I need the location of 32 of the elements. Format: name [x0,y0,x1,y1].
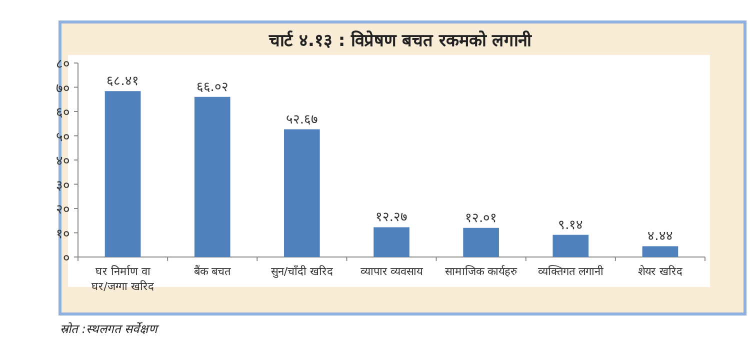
bar [552,234,589,257]
data-label: १२.०१ [465,210,498,226]
bar [642,246,678,257]
x-tick-label: व्यक्तिगत लगानी [538,265,604,278]
chart-title: चार्ट ४.१३ : विप्रेषण बचत रकमको लगानी [268,30,532,51]
y-tick-label: ० [63,251,70,266]
x-tick-label: शेयर खरिद [638,265,682,278]
bar [374,227,410,257]
data-label: ५२.६७ [286,112,318,128]
x-tick-label: सामाजिक कार्यहरु [444,265,518,278]
y-tick-label: ५० [56,130,70,145]
y-tick-label: ३० [56,178,70,194]
y-tick-label: ६० [56,106,70,120]
bar [463,228,499,257]
x-tick-label: घर निर्माण वा घर/जग्गा खरिद [92,265,154,293]
y-tick-label: ७० [56,81,70,96]
bar [194,96,230,257]
y-tick-label: २० [56,202,70,218]
x-tick-label: सुन/चाँदी खरिद [270,265,334,278]
data-label: ६८.४१ [106,74,139,90]
text: स्रोत :स्थलगत सर्वेक्षण [60,322,160,336]
y-tick-label: ८० [56,57,70,72]
bar [104,91,141,257]
data-label: ९.१४ [558,218,584,233]
data-label: ६६.०२ [196,80,228,95]
bar [284,129,320,257]
data-label: १२.२७ [375,210,408,226]
y-tick-label: १० [56,226,70,242]
data-label: ४.४४ [648,229,673,244]
x-tick-label: व्यापार व्यवसाय [360,265,424,278]
y-tick-label: ४० [56,154,70,169]
x-tick-label: बैंक बचत [194,265,232,278]
